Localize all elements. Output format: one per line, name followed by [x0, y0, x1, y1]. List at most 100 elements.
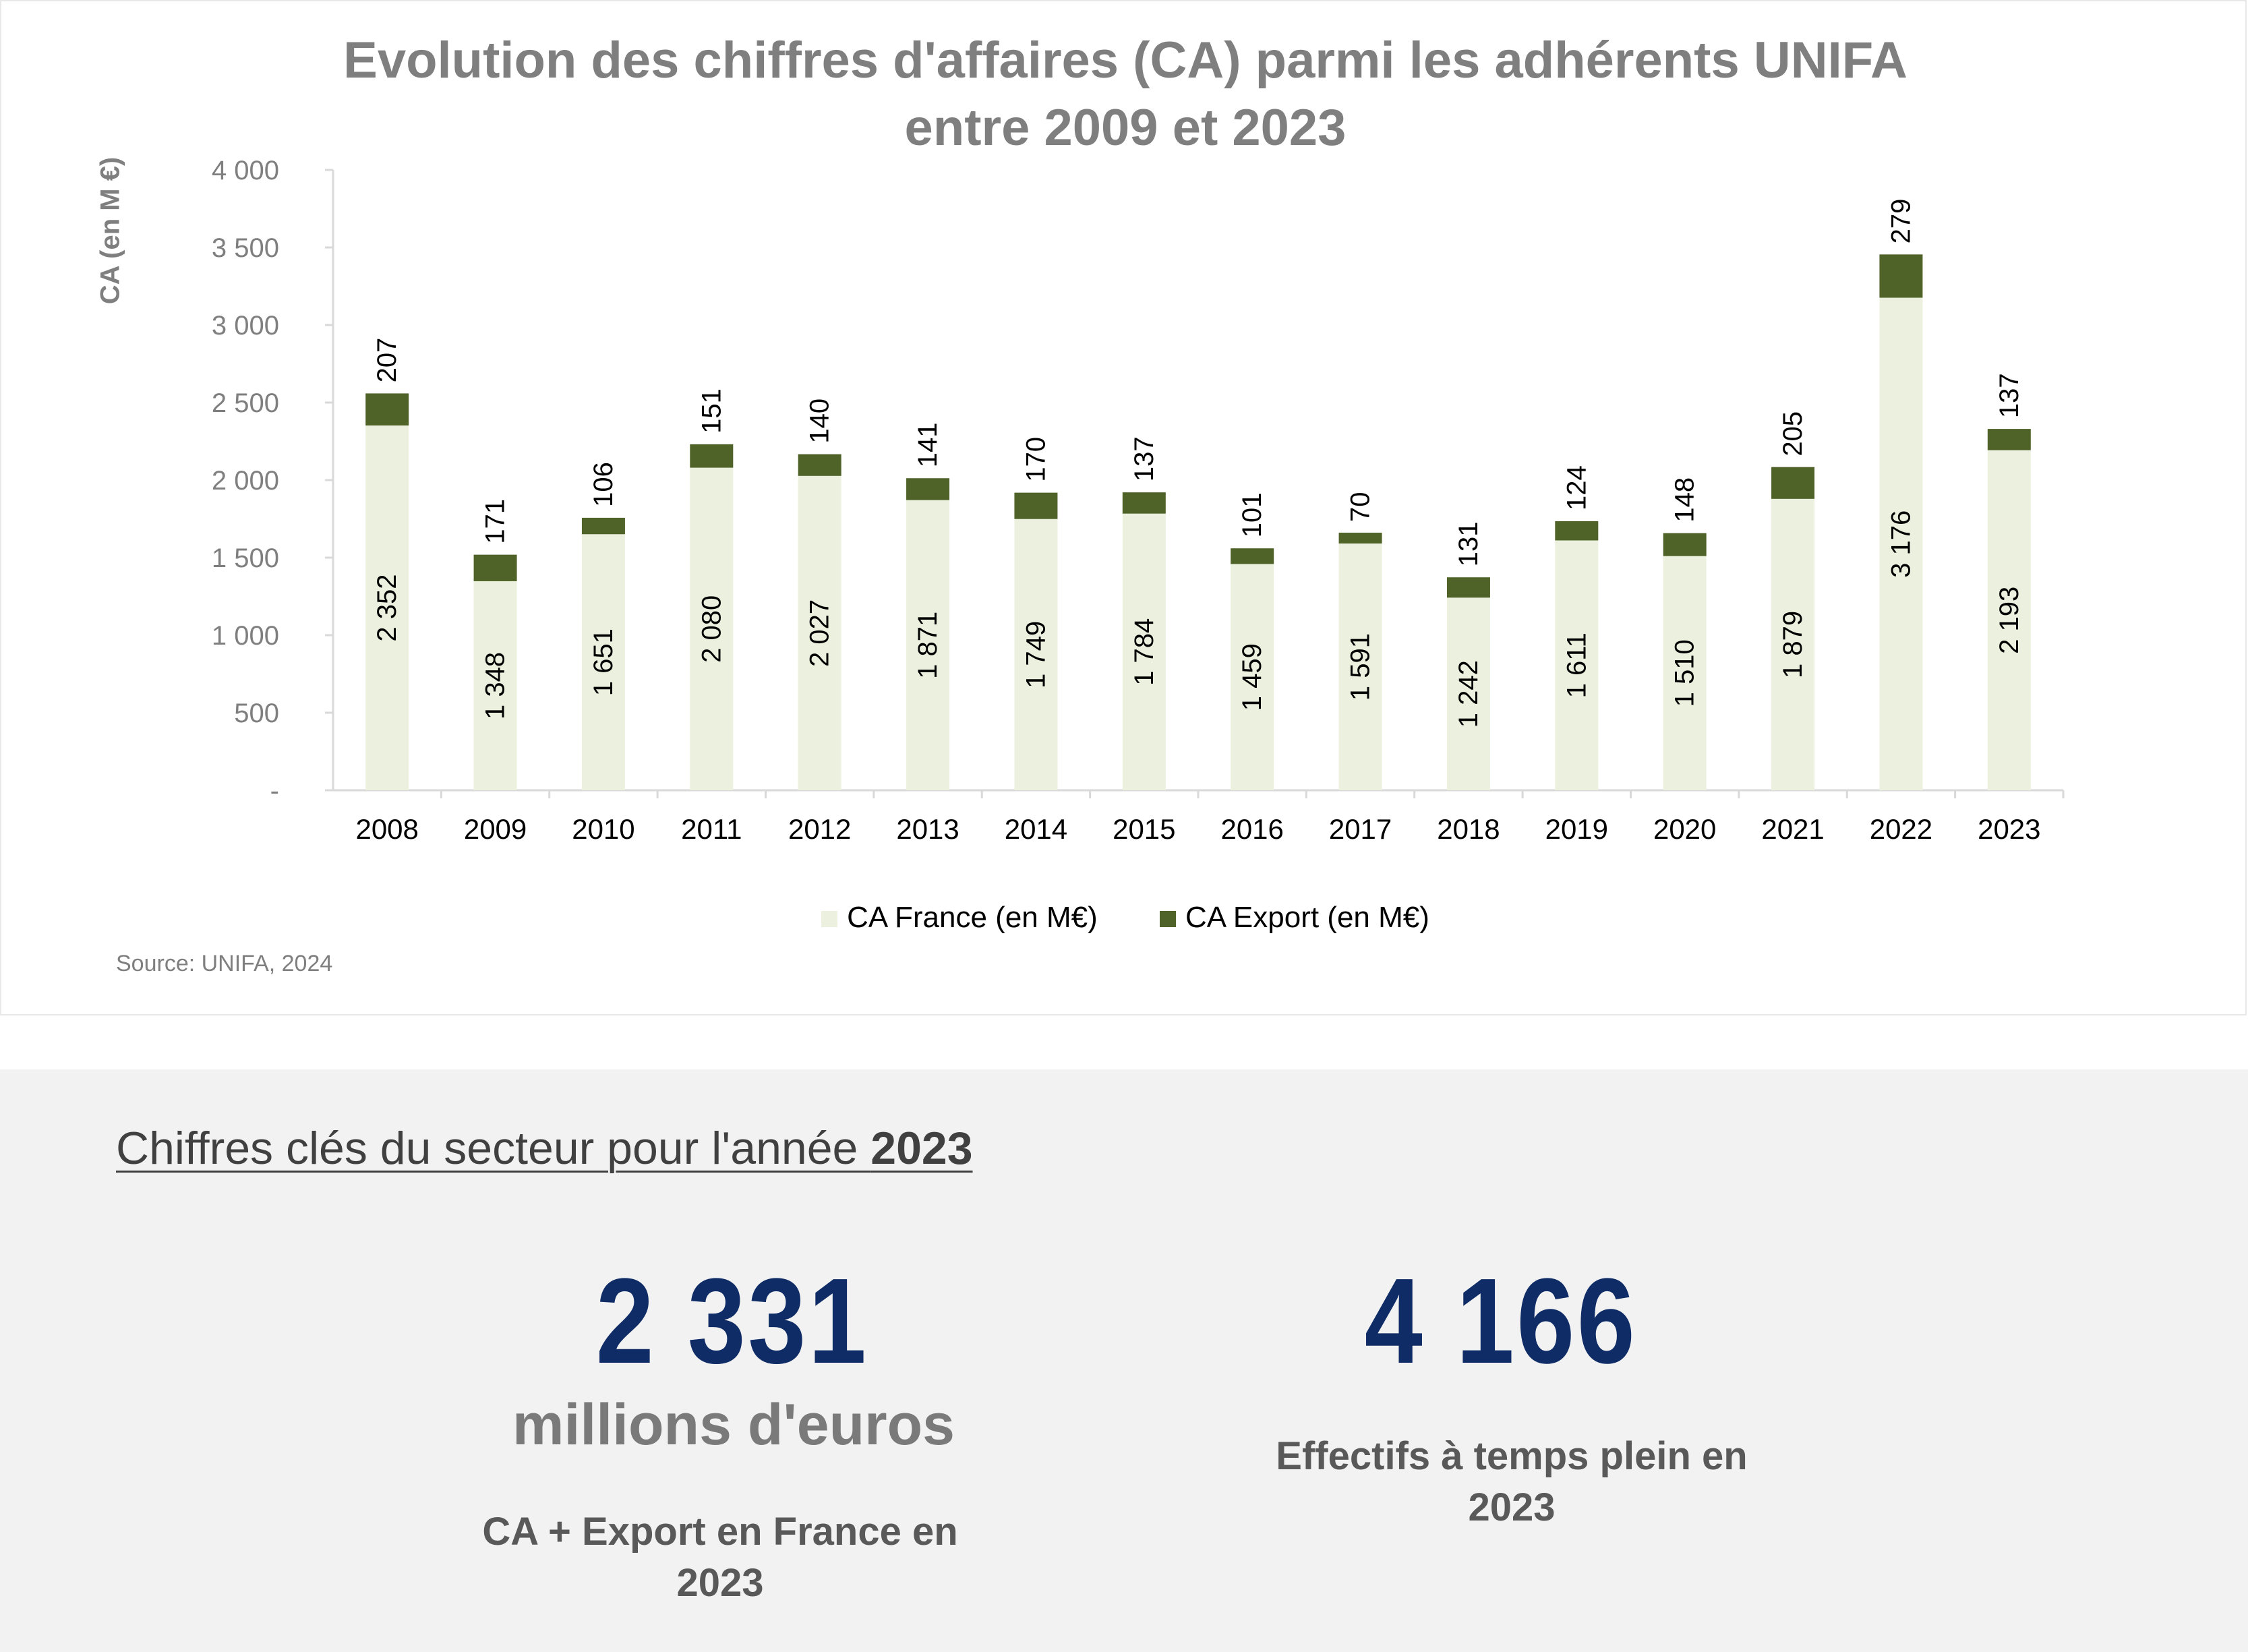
data-label-ca-france: 1 591 [1346, 633, 1376, 701]
legend-swatch-export [1160, 911, 1176, 927]
bar-ca-export [1446, 577, 1490, 598]
y-tick-label: 3 000 [212, 311, 279, 341]
revenue-caption-line-1: CA + Export en France en [482, 1510, 958, 1554]
bar-ca-france [1122, 513, 1166, 790]
y-tick-label: 2 000 [212, 466, 279, 496]
bar-ca-export [1014, 492, 1058, 519]
x-tick-label: 2013 [896, 813, 959, 845]
bar-ca-france [1987, 450, 2031, 790]
x-tick-label: 2021 [1761, 813, 1824, 845]
data-label-ca-export: 137 [1129, 436, 1159, 481]
bar-ca-export [906, 478, 950, 500]
y-tick-label: 3 500 [212, 233, 279, 263]
data-label-ca-export: 70 [1346, 492, 1376, 522]
data-label-ca-export: 106 [589, 462, 618, 507]
chart-title: Evolution des chiffres d'affaires (CA) p… [1, 27, 2248, 162]
bar-ca-export [1771, 467, 1815, 499]
bar-ca-france [581, 534, 625, 790]
bar-ca-export [365, 393, 409, 426]
key-figures-heading-year: 2023 [870, 1123, 973, 1174]
data-label-ca-export: 141 [913, 422, 943, 467]
legend-label-france: CA France (en M€) [847, 901, 1098, 934]
data-label-ca-export: 101 [1237, 492, 1267, 537]
data-label-ca-france: 2 027 [805, 599, 835, 667]
bar-ca-france [1338, 543, 1382, 790]
legend-item-france: CA France (en M€) [821, 901, 1098, 935]
data-label-ca-france: 1 749 [1021, 621, 1051, 688]
y-tick-label: - [270, 776, 279, 806]
data-label-ca-france: 3 176 [1886, 510, 1916, 578]
x-tick-label: 2023 [1978, 813, 2040, 845]
data-label-ca-france: 1 784 [1129, 618, 1159, 686]
revenue-value: 2 331 [595, 1253, 869, 1389]
source-note: Source: UNIFA, 2024 [116, 951, 333, 976]
chart-title-line-2: entre 2009 et 2023 [904, 99, 1347, 156]
x-tick-label: 2020 [1653, 813, 1716, 845]
bar-ca-france [365, 425, 409, 790]
bar-ca-export [1231, 548, 1274, 564]
staff-value: 4 166 [1364, 1253, 1638, 1389]
bar-ca-export [1879, 254, 1923, 298]
x-tick-label: 2014 [1005, 813, 1067, 845]
key-figures-heading-text: Chiffres clés du secteur pour l'année [116, 1123, 871, 1174]
bar-ca-france [1231, 564, 1274, 790]
legend-item-export: CA Export (en M€) [1160, 901, 1429, 935]
x-tick-label: 2018 [1437, 813, 1500, 845]
bar-ca-export [1555, 521, 1599, 541]
y-tick-label: 1 000 [212, 621, 279, 651]
bar-ca-export [581, 517, 625, 535]
bar-ca-export [1338, 532, 1382, 544]
data-label-ca-france: 1 871 [913, 612, 943, 679]
bar-chart: - 500 1 000 1 500 2 000 2 500 3 000 3 500 4 000 2… [212, 156, 2065, 845]
x-tick-label: 2016 [1220, 813, 1283, 845]
data-label-ca-export: 207 [372, 338, 402, 383]
x-tick-label: 2017 [1329, 813, 1392, 845]
x-tick-label: 2022 [1870, 813, 1932, 845]
y-tick-label: 2 500 [212, 388, 279, 418]
data-label-ca-france: 1 459 [1237, 643, 1267, 711]
bar-ca-france [798, 475, 841, 790]
data-label-ca-export: 131 [1454, 521, 1483, 566]
data-label-ca-france: 1 242 [1454, 660, 1483, 728]
key-figures-panel: Chiffres clés du secteur pour l'année 20… [0, 1069, 2248, 1652]
bar-ca-france [906, 500, 950, 790]
data-label-ca-france: 1 348 [481, 652, 510, 719]
x-tick-label: 2011 [681, 813, 742, 845]
data-label-ca-france: 2 352 [372, 574, 402, 641]
bar-ca-export [1987, 429, 2031, 450]
bar-ca-export [1663, 533, 1707, 556]
bar-ca-export [1122, 492, 1166, 514]
data-label-ca-export: 137 [1994, 373, 2024, 418]
data-label-ca-export: 124 [1562, 465, 1591, 510]
bar-ca-export [690, 444, 734, 468]
data-label-ca-france: 2 080 [697, 595, 726, 663]
bar-ca-france [473, 581, 517, 790]
data-label-ca-export: 170 [1021, 437, 1051, 482]
data-label-ca-export: 279 [1886, 199, 1916, 244]
staff-caption: Effectifs à temps plein en 2023 [1208, 1431, 1815, 1533]
bar-ca-france [1663, 556, 1707, 790]
bar-ca-france [1555, 540, 1599, 790]
y-tick-label: 4 000 [212, 156, 279, 185]
revenue-unit: millions d'euros [512, 1392, 955, 1457]
data-label-ca-export: 148 [1670, 477, 1700, 523]
staff-caption-line-1: Effectifs à temps plein en [1276, 1434, 1748, 1478]
x-tick-label: 2012 [788, 813, 851, 845]
x-tick-label: 2019 [1545, 813, 1608, 845]
data-label-ca-export: 205 [1778, 411, 1808, 456]
bar-ca-france [1771, 498, 1815, 790]
data-label-ca-france: 1 879 [1778, 611, 1808, 678]
x-tick-label: 2010 [572, 813, 634, 845]
bar-ca-france [690, 467, 734, 790]
bar-ca-france [1014, 519, 1058, 790]
legend-label-export: CA Export (en M€) [1185, 901, 1429, 934]
bar-ca-france [1446, 597, 1490, 790]
staff-caption-line-2: 2023 [1468, 1485, 1556, 1529]
revenue-caption-line-2: 2023 [676, 1561, 764, 1605]
revenue-caption: CA + Export en France en 2023 [417, 1506, 1024, 1609]
key-figures-heading: Chiffres clés du secteur pour l'année 20… [116, 1122, 973, 1175]
data-label-ca-france: 1 651 [589, 628, 618, 696]
chart-title-line-1: Evolution des chiffres d'affaires (CA) p… [343, 32, 1907, 89]
data-label-ca-france: 1 611 [1562, 632, 1591, 698]
data-label-ca-export: 140 [805, 399, 835, 444]
